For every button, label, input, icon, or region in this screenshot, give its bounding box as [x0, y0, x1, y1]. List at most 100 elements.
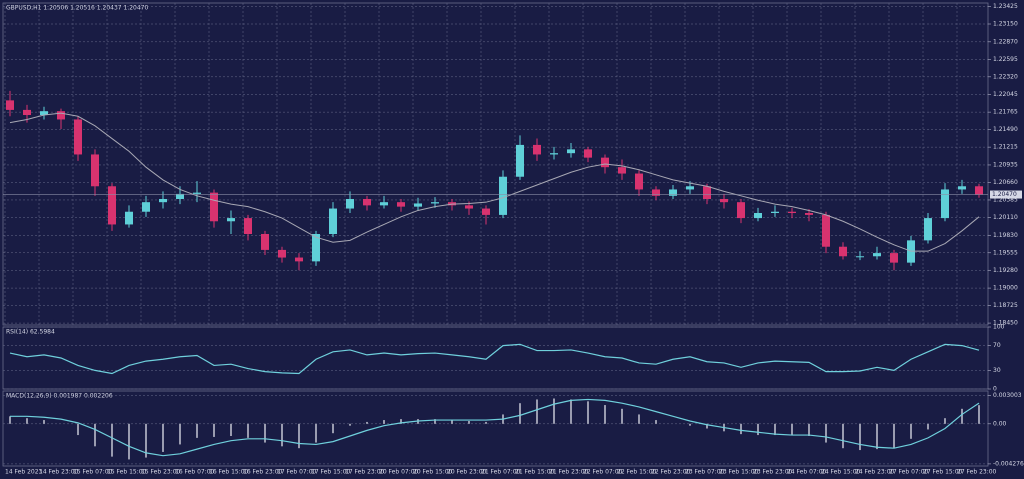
macd-bar — [978, 405, 980, 424]
y-tick-label: 1.21765 — [993, 109, 1018, 116]
candle-body — [108, 186, 116, 225]
y-tick-label: 1.18450 — [993, 320, 1018, 327]
macd-bar — [179, 423, 181, 445]
x-tick-label: 24 Feb 23:00 — [855, 469, 895, 476]
y-tick-label: 1.22870 — [993, 38, 1018, 45]
x-tick-label: 24 Feb 15:00 — [821, 469, 861, 476]
candle-body — [873, 253, 881, 257]
candle-body — [465, 205, 473, 209]
y-tick-label: 1.19000 — [993, 285, 1018, 292]
macd-bar — [774, 423, 776, 436]
x-tick-label: 22 Feb 15:00 — [617, 469, 657, 476]
pane-frame — [2, 390, 989, 467]
macd-bar — [842, 423, 844, 449]
y-tick-label: 1.20385 — [993, 196, 1018, 203]
macd-bar — [876, 423, 878, 450]
x-tick-label: 17 Feb 15:00 — [311, 469, 351, 476]
macd-bar — [383, 420, 385, 424]
x-tick-label: 15 Feb 23:00 — [141, 469, 181, 476]
macd-bar — [230, 423, 232, 436]
candle-body — [261, 234, 269, 250]
macd-bar — [434, 419, 436, 424]
macd-bar — [43, 420, 45, 424]
macd-bar — [740, 423, 742, 435]
candle-body — [244, 218, 252, 234]
candle-body — [380, 202, 388, 206]
x-tick-label: 23 Feb 23:00 — [753, 469, 793, 476]
candle-body — [346, 199, 354, 209]
candle-body — [703, 186, 711, 199]
pane-title: RSI(14) 62.5984 — [6, 329, 55, 336]
macd-bar — [349, 423, 351, 426]
candle-body — [125, 211, 133, 225]
macd-bar — [111, 423, 113, 457]
macd-bar — [893, 423, 895, 449]
macd-bar — [944, 418, 946, 424]
macd-bar — [264, 423, 266, 443]
y-tick-label: 1.18725 — [993, 302, 1018, 309]
pane-title: MACD(12,26,9) 0.001987 0.002206 — [6, 393, 113, 400]
candle-body — [516, 144, 524, 177]
y-tick-label: 1.21215 — [993, 144, 1018, 151]
macd-bar — [485, 421, 487, 424]
candle-body — [278, 249, 286, 258]
y-tick-label: 1.19555 — [993, 249, 1018, 256]
x-tick-label: 16 Feb 07:00 — [175, 469, 215, 476]
candle-body — [397, 202, 405, 207]
candle-body — [295, 257, 303, 262]
x-tick-label: 22 Feb 07:00 — [583, 469, 623, 476]
candle-body — [958, 186, 966, 190]
macd-bar — [689, 423, 691, 426]
x-tick-label: 14 Feb 23:00 — [39, 469, 79, 476]
x-tick-label: 23 Feb 07:00 — [685, 469, 725, 476]
candle-body — [499, 176, 507, 215]
candle-body — [941, 189, 949, 219]
candle-body — [686, 186, 694, 190]
candle-body — [856, 256, 864, 258]
y-tick-label: 1.22595 — [993, 56, 1018, 63]
y-tick-label: 1.22320 — [993, 73, 1018, 80]
macd-bar — [162, 423, 164, 452]
candle-body — [788, 211, 796, 213]
macd-bar — [315, 423, 317, 443]
y-tick-label: 1.19830 — [993, 232, 1018, 239]
candle-body — [40, 111, 48, 115]
candle-body — [754, 213, 762, 219]
x-tick-label: 14 Feb 2023 — [5, 469, 43, 476]
macd-bar — [332, 423, 334, 434]
macd-bar — [94, 423, 96, 447]
candle-body — [584, 149, 592, 158]
candle-body — [57, 111, 65, 120]
macd-bar — [859, 423, 861, 451]
x-tick-label: 15 Feb 15:00 — [107, 469, 147, 476]
y-tick-label: 1.20660 — [993, 179, 1018, 186]
macd-bar — [298, 423, 300, 449]
candle-body — [176, 193, 184, 199]
y-tick-label: 70 — [993, 342, 1001, 349]
x-tick-label: 27 Feb 23:00 — [957, 469, 997, 476]
x-tick-label: 27 Feb 07:00 — [889, 469, 929, 476]
y-tick-label: 1.20935 — [993, 161, 1018, 168]
candle-body — [618, 167, 626, 174]
x-tick-label: 21 Feb 15:00 — [515, 469, 555, 476]
macd-bar — [825, 423, 827, 443]
candle-body — [312, 234, 320, 262]
candle-body — [363, 199, 371, 206]
y-tick-label: 100 — [993, 324, 1005, 331]
last-price-box — [990, 190, 1022, 199]
candle-body — [329, 208, 337, 234]
macd-bar — [706, 423, 708, 429]
candle-body — [227, 218, 235, 222]
macd-bar — [791, 423, 793, 436]
candle-body — [567, 149, 575, 154]
candle-body — [431, 202, 439, 204]
macd-bar — [26, 418, 28, 424]
candle-body — [91, 154, 99, 187]
candle-body — [210, 192, 218, 222]
macd-bar — [468, 421, 470, 424]
candle-body — [601, 157, 609, 168]
macd-bar — [553, 398, 555, 424]
x-tick-label: 20 Feb 07:00 — [379, 469, 419, 476]
